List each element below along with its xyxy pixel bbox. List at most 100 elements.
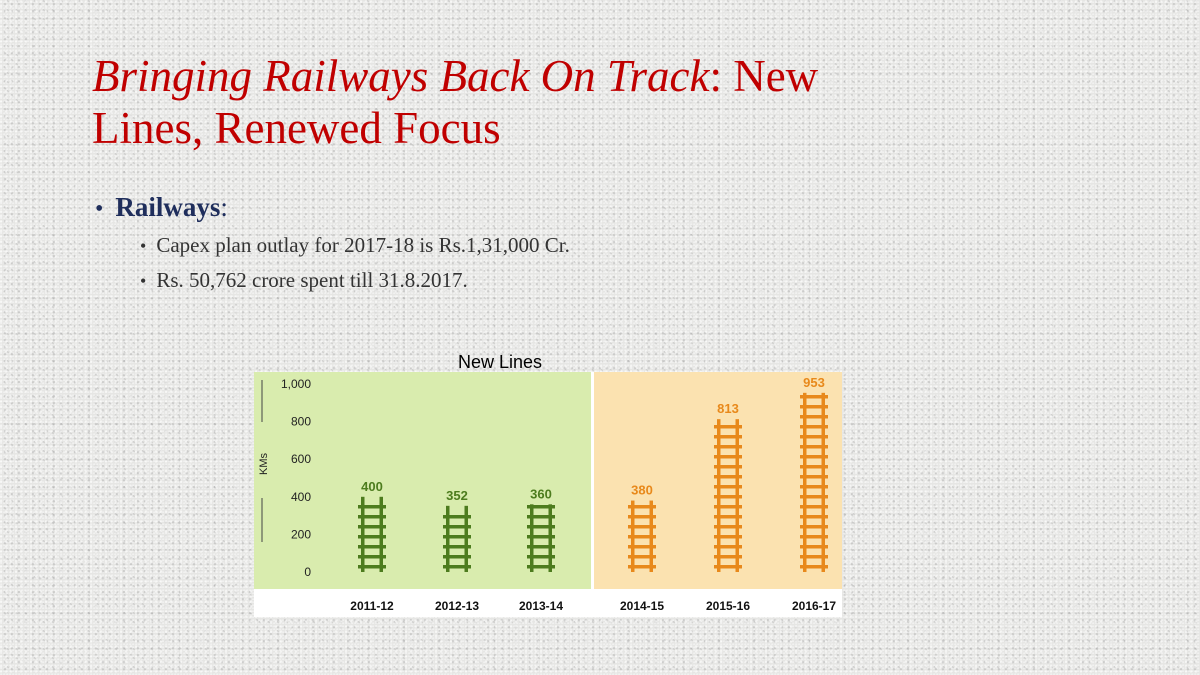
- bar-sleeper: [527, 515, 555, 519]
- sub-bullet-spent-text: Rs. 50,762 crore spent till 31.8.2017.: [156, 268, 468, 292]
- bar-sleeper: [443, 545, 471, 549]
- period-1-background: [254, 372, 591, 589]
- bar-track: [714, 419, 742, 572]
- bar-sleeper: [527, 525, 555, 529]
- y-tick-label: 1,000: [281, 377, 311, 391]
- bar-sleeper: [628, 515, 656, 519]
- chart-title: New Lines: [457, 352, 543, 372]
- bar-track: [527, 504, 555, 572]
- slide-title-rest: : New: [709, 51, 819, 101]
- sub-bullet-capex-text: Capex plan outlay for 2017-18 is Rs.1,31…: [156, 233, 570, 257]
- x-tick-label: 2012-13: [435, 599, 479, 613]
- bar-track: [800, 392, 828, 572]
- bar-sleeper: [800, 415, 828, 419]
- bar-rail-left: [803, 392, 807, 572]
- data-label: 813: [717, 401, 739, 416]
- bullet-railways-label: Railways: [115, 192, 221, 222]
- x-tick-label: 2014-15: [620, 599, 664, 613]
- data-label: 352: [446, 488, 468, 503]
- bar-sleeper: [800, 535, 828, 539]
- period-divider: [591, 372, 594, 589]
- chart: KMs 0 200 400 600 800 1,000 400 2011-12 352 2012-1…: [254, 372, 842, 617]
- x-axis-band: [254, 589, 842, 617]
- bar-sleeper: [800, 405, 828, 409]
- bar-sleeper: [800, 485, 828, 489]
- data-label: 400: [361, 479, 383, 494]
- bar-sleeper: [527, 505, 555, 509]
- bar-sleeper: [527, 535, 555, 539]
- bar-track: [628, 500, 656, 572]
- x-tick-label: 2016-17: [792, 599, 836, 613]
- sub-bullet-marker: •: [140, 236, 147, 256]
- data-label: 953: [803, 375, 825, 390]
- bar-sleeper: [800, 505, 828, 509]
- bar-sleeper: [358, 515, 386, 519]
- y-tick-label: 600: [291, 452, 311, 466]
- bar-sleeper: [800, 445, 828, 449]
- bar-track: [358, 496, 386, 572]
- bar-sleeper: [800, 395, 828, 399]
- bar-sleeper: [714, 475, 742, 479]
- bar-sleeper: [800, 425, 828, 429]
- bar-sleeper: [714, 445, 742, 449]
- bar-sleeper: [358, 505, 386, 509]
- bar-sleeper: [714, 525, 742, 529]
- bar-sleeper: [443, 555, 471, 559]
- slide-title-line2: Lines, Renewed Focus: [92, 103, 501, 153]
- x-tick-label: 2015-16: [706, 599, 750, 613]
- sub-bullet-capex: • Capex plan outlay for 2017-18 is Rs.1,…: [140, 233, 570, 258]
- bar-sleeper: [358, 555, 386, 559]
- bar-sleeper: [358, 535, 386, 539]
- y-tick-label: 800: [291, 415, 311, 429]
- bar-sleeper: [714, 495, 742, 499]
- bar-sleeper: [443, 535, 471, 539]
- bar-sleeper: [628, 555, 656, 559]
- bar-sleeper: [714, 485, 742, 489]
- bar-sleeper: [800, 495, 828, 499]
- bar-sleeper: [714, 555, 742, 559]
- bar-rail-left: [446, 505, 450, 572]
- sub-bullet-spent: • Rs. 50,762 crore spent till 31.8.2017.: [140, 268, 570, 293]
- bullet-list: • Railways: • Capex plan outlay for 2017…: [95, 192, 570, 293]
- bar-sleeper: [800, 555, 828, 559]
- bar-sleeper: [714, 505, 742, 509]
- y-tick-label: 0: [304, 565, 311, 579]
- bar-sleeper: [527, 545, 555, 549]
- bar-sleeper: [714, 465, 742, 469]
- bar-sleeper: [628, 505, 656, 509]
- bar-sleeper: [800, 545, 828, 549]
- bar-sleeper: [358, 565, 386, 569]
- bar-rail-left: [361, 496, 365, 572]
- bar-sleeper: [800, 525, 828, 529]
- bar-sleeper: [358, 545, 386, 549]
- bullet-railways: • Railways:: [95, 192, 570, 223]
- slide-title: Bringing Railways Back On Track: New Lin…: [92, 50, 992, 154]
- bar-rail-right: [379, 496, 383, 572]
- bar-rail-right: [464, 505, 468, 572]
- bar-sleeper: [714, 425, 742, 429]
- bar-sleeper: [527, 565, 555, 569]
- bar-sleeper: [714, 545, 742, 549]
- bar-sleeper: [714, 515, 742, 519]
- data-label: 360: [530, 486, 552, 501]
- bar-sleeper: [358, 525, 386, 529]
- bar-sleeper: [527, 555, 555, 559]
- bar-sleeper: [800, 515, 828, 519]
- x-tick-label: 2011-12: [350, 599, 394, 613]
- bar-sleeper: [714, 535, 742, 539]
- y-tick-label: 400: [291, 490, 311, 504]
- chart-svg: KMs 0 200 400 600 800 1,000 400 2011-12 352 2012-1…: [254, 372, 842, 617]
- bar-sleeper: [800, 455, 828, 459]
- bar-sleeper: [628, 545, 656, 549]
- bar-sleeper: [800, 475, 828, 479]
- bar-sleeper: [800, 465, 828, 469]
- y-tick-label: 200: [291, 527, 311, 541]
- x-tick-label: 2013-14: [519, 599, 563, 613]
- bar-sleeper: [443, 565, 471, 569]
- bar-sleeper: [800, 565, 828, 569]
- bar-sleeper: [628, 525, 656, 529]
- bar-sleeper: [443, 525, 471, 529]
- bar-rail-right: [821, 392, 825, 572]
- bar-sleeper: [443, 515, 471, 519]
- bar-sleeper: [628, 535, 656, 539]
